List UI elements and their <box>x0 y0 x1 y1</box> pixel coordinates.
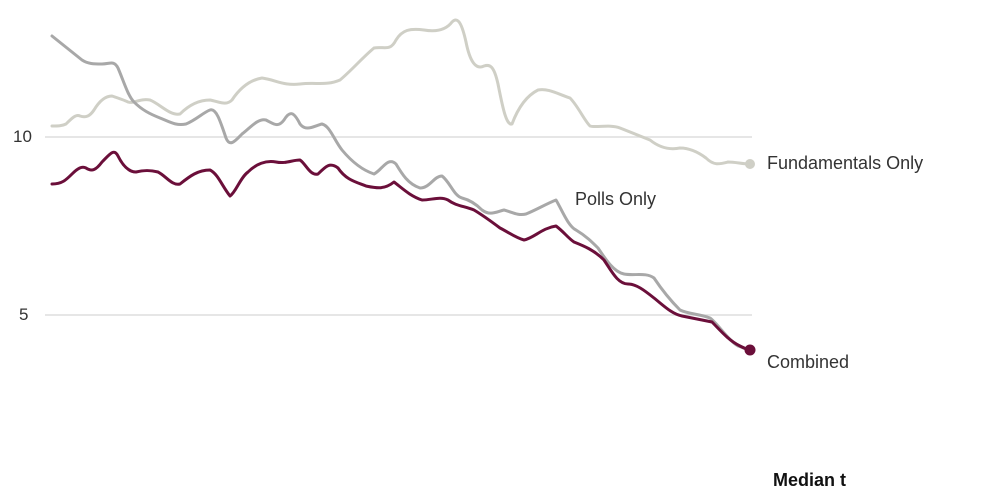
combined-label: Combined <box>767 352 850 372</box>
line-chart <box>45 18 756 356</box>
combined-end-marker <box>744 344 756 356</box>
fundamentals-only-line <box>50 18 752 166</box>
polls-only-line <box>50 34 752 352</box>
cut-off-heading: Median t <box>773 470 847 490</box>
polls-only-label: Polls Only <box>575 189 657 209</box>
combined-line <box>50 150 752 352</box>
fundamentals-only-label: Fundamentals Only <box>767 153 924 173</box>
fundamentals-end-marker <box>745 159 755 169</box>
y-tick-10: 10 <box>13 127 32 146</box>
y-tick-5: 5 <box>19 305 29 324</box>
